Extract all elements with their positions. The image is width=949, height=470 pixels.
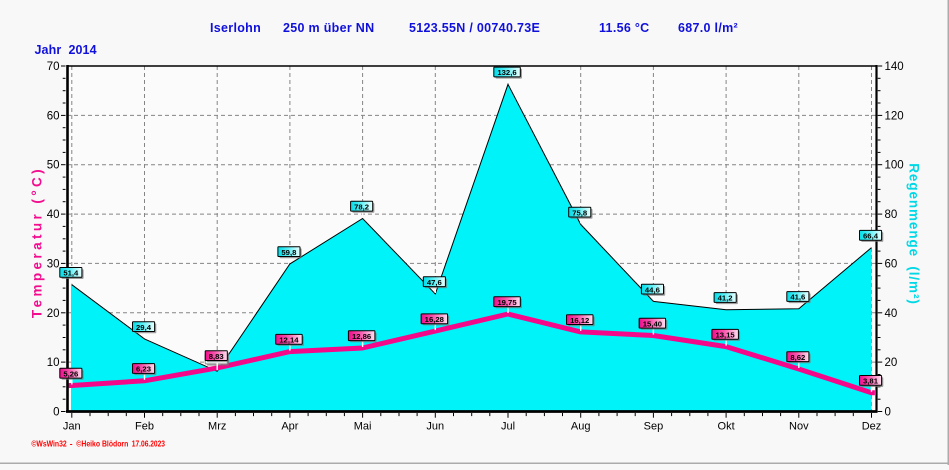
svg-text:30: 30 — [47, 258, 60, 270]
svg-text:70: 70 — [47, 61, 60, 73]
svg-text:40: 40 — [885, 308, 898, 320]
svg-text:16,28: 16,28 — [425, 315, 445, 324]
svg-text:©Heiko Blödorn: ©Heiko Blödorn — [76, 439, 128, 449]
svg-text:Jul: Jul — [501, 421, 515, 433]
svg-text:41,2: 41,2 — [718, 294, 733, 303]
svg-text:3,81: 3,81 — [863, 377, 879, 386]
svg-text:5,26: 5,26 — [63, 369, 78, 378]
svg-text:0: 0 — [885, 407, 891, 419]
svg-text:60: 60 — [47, 110, 60, 122]
svg-text:15,40: 15,40 — [643, 319, 662, 328]
svg-text:47,6: 47,6 — [427, 278, 442, 287]
svg-text:13,15: 13,15 — [715, 331, 735, 340]
svg-text:Sep: Sep — [644, 421, 664, 433]
svg-text:8,62: 8,62 — [790, 353, 805, 362]
svg-text:250 m über NN: 250 m über NN — [283, 21, 374, 35]
svg-text:-: - — [70, 439, 73, 449]
svg-text:Apr: Apr — [281, 421, 298, 433]
svg-text:59,8: 59,8 — [281, 248, 297, 257]
svg-text:16,12: 16,12 — [570, 316, 589, 325]
svg-text:Okt: Okt — [718, 421, 735, 433]
svg-text:0: 0 — [53, 407, 59, 419]
svg-text:132,6: 132,6 — [497, 68, 516, 77]
svg-text:Nov: Nov — [789, 421, 809, 433]
svg-text:17.06.2023: 17.06.2023 — [132, 439, 165, 449]
svg-text:Jun: Jun — [426, 421, 444, 433]
svg-text:8,83: 8,83 — [209, 352, 224, 361]
svg-text:11.56 °C: 11.56 °C — [599, 21, 650, 35]
svg-text:687.0 l/m²: 687.0 l/m² — [678, 21, 738, 35]
svg-text:6,23: 6,23 — [136, 365, 151, 374]
svg-text:Iserlohn: Iserlohn — [210, 21, 261, 35]
svg-text:80: 80 — [885, 209, 898, 221]
svg-text:Mrz: Mrz — [208, 421, 226, 433]
svg-text:Feb: Feb — [135, 421, 154, 433]
svg-text:60: 60 — [885, 258, 898, 270]
svg-text:66,4: 66,4 — [863, 232, 879, 241]
svg-text:10: 10 — [47, 357, 60, 369]
svg-text:40: 40 — [47, 209, 60, 221]
svg-text:Temperatur (°C): Temperatur (°C) — [30, 166, 45, 318]
svg-text:75,8: 75,8 — [572, 208, 588, 217]
svg-text:5123.55N / 00740.73E: 5123.55N / 00740.73E — [409, 21, 540, 35]
svg-text:100: 100 — [885, 160, 904, 172]
svg-text:Mai: Mai — [354, 421, 372, 433]
svg-text:Jahr 2014: Jahr 2014 — [35, 43, 97, 57]
svg-text:20: 20 — [47, 308, 60, 320]
svg-text:78,2: 78,2 — [354, 202, 369, 211]
svg-text:12,86: 12,86 — [352, 332, 371, 341]
svg-text:Jan: Jan — [63, 421, 81, 433]
svg-text:19,75: 19,75 — [497, 298, 517, 307]
svg-text:44,6: 44,6 — [645, 285, 660, 294]
svg-text:12,14: 12,14 — [279, 336, 299, 345]
svg-text:140: 140 — [885, 61, 904, 73]
svg-text:51,4: 51,4 — [63, 269, 79, 278]
svg-text:Dez: Dez — [862, 421, 882, 433]
svg-text:20: 20 — [885, 357, 898, 369]
svg-text:Aug: Aug — [571, 421, 591, 433]
svg-text:41,6: 41,6 — [790, 293, 805, 302]
svg-text:Regenmenge (l/m²): Regenmenge (l/m²) — [907, 163, 922, 304]
svg-text:120: 120 — [885, 110, 904, 122]
svg-text:©WsWin32: ©WsWin32 — [31, 439, 67, 449]
svg-text:29,4: 29,4 — [136, 323, 152, 332]
svg-text:50: 50 — [47, 160, 60, 172]
